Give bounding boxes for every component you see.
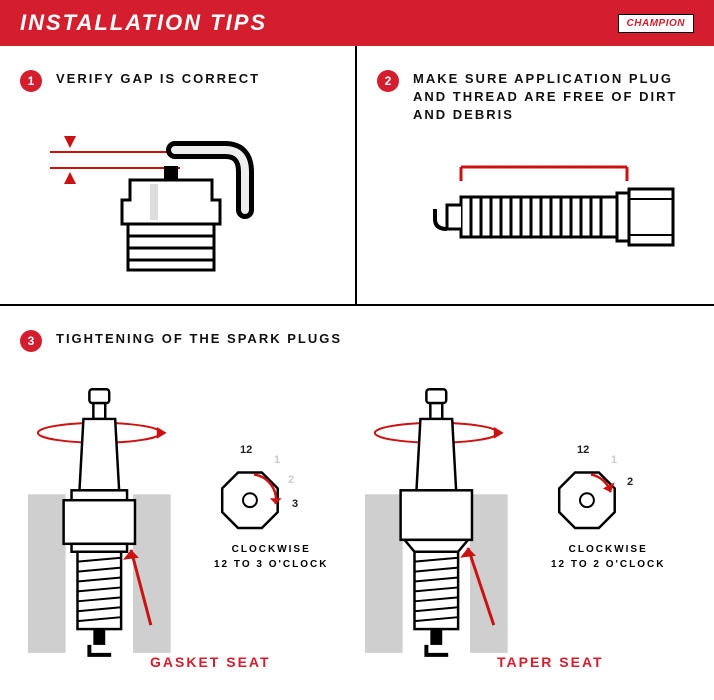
gasket-tick-3: 3 [292, 498, 298, 510]
step-2-head: 2 MAKE SURE APPLICATION PLUG AND THREAD … [377, 70, 694, 125]
header-bar: INSTALLATION TIPS CHAMPION [0, 0, 714, 46]
brand-badge: CHAMPION [618, 14, 694, 33]
panel-step-3: 3 TIGHTENING OF THE SPARK PLUGS [0, 306, 714, 694]
gasket-seat-illustration [20, 380, 357, 670]
page-title: INSTALLATION TIPS [20, 10, 267, 36]
taper-clock-label: CLOCKWISE 12 TO 2 O'CLOCK [551, 542, 665, 572]
gasket-clock-label: CLOCKWISE 12 TO 3 O'CLOCK [214, 542, 328, 572]
gasket-clock-line2: 12 TO 3 O'CLOCK [214, 559, 328, 570]
taper-tick-1: 1 [611, 454, 617, 466]
taper-clock-line1: CLOCKWISE [569, 544, 648, 555]
step-3-number: 3 [20, 330, 42, 352]
gasket-tick-2: 2 [288, 474, 294, 486]
step-1-head: 1 VERIFY GAP IS CORRECT [20, 70, 335, 92]
step-3-label: TIGHTENING OF THE SPARK PLUGS [56, 330, 342, 348]
step-1-illustration [20, 110, 335, 285]
gasket-tick-1: 1 [274, 454, 280, 466]
panel-step-2: 2 MAKE SURE APPLICATION PLUG AND THREAD … [357, 46, 714, 304]
taper-tick-2: 2 [627, 476, 633, 488]
panel-step-1: 1 VERIFY GAP IS CORRECT [0, 46, 357, 304]
gasket-seat-label: GASKET SEAT [150, 654, 271, 670]
gasket-seat-block: 12 1 2 3 CLOCKWISE 12 TO 3 O'CLOCK GASKE… [20, 370, 357, 670]
seat-row: 12 1 2 3 CLOCKWISE 12 TO 3 O'CLOCK GASKE… [20, 370, 694, 670]
taper-seat-block: 12 1 2 CLOCKWISE 12 TO 2 O'CLOCK TAPER S… [357, 370, 694, 670]
step-1-number: 1 [20, 70, 42, 92]
step-1-label: VERIFY GAP IS CORRECT [56, 70, 260, 88]
gasket-tick-12: 12 [240, 444, 252, 456]
step-2-number: 2 [377, 70, 399, 92]
gasket-clock-line1: CLOCKWISE [232, 544, 311, 555]
taper-clock-line2: 12 TO 2 O'CLOCK [551, 559, 665, 570]
taper-seat-illustration [357, 380, 694, 670]
step-2-label: MAKE SURE APPLICATION PLUG AND THREAD AR… [413, 70, 694, 125]
taper-tick-12: 12 [577, 444, 589, 456]
step-3-head: 3 TIGHTENING OF THE SPARK PLUGS [20, 330, 694, 352]
taper-seat-label: TAPER SEAT [497, 654, 604, 670]
top-row: 1 VERIFY GAP IS CORRECT [0, 46, 714, 306]
step-2-illustration [377, 143, 694, 308]
